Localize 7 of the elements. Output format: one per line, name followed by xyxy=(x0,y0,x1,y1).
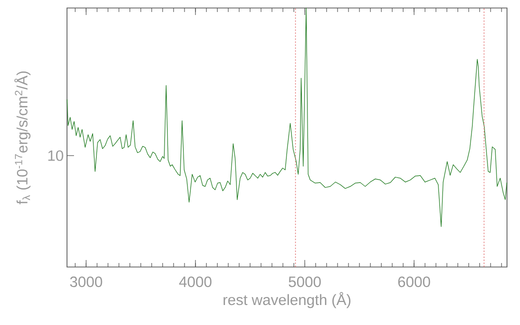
x-tick-label: 5000 xyxy=(288,276,321,288)
text: 10 xyxy=(48,150,64,161)
x-tick-label: 6000 xyxy=(398,276,430,288)
x-tick-label: 4000 xyxy=(179,276,212,288)
x-axis-title: rest wavelength (Å) xyxy=(224,292,350,308)
x-tick-label: 3000 xyxy=(70,276,102,288)
y-axis-title: f$_{λ}$ (10$^{-17}$erg/s/cm$^{2}$/Å) xyxy=(14,71,30,204)
